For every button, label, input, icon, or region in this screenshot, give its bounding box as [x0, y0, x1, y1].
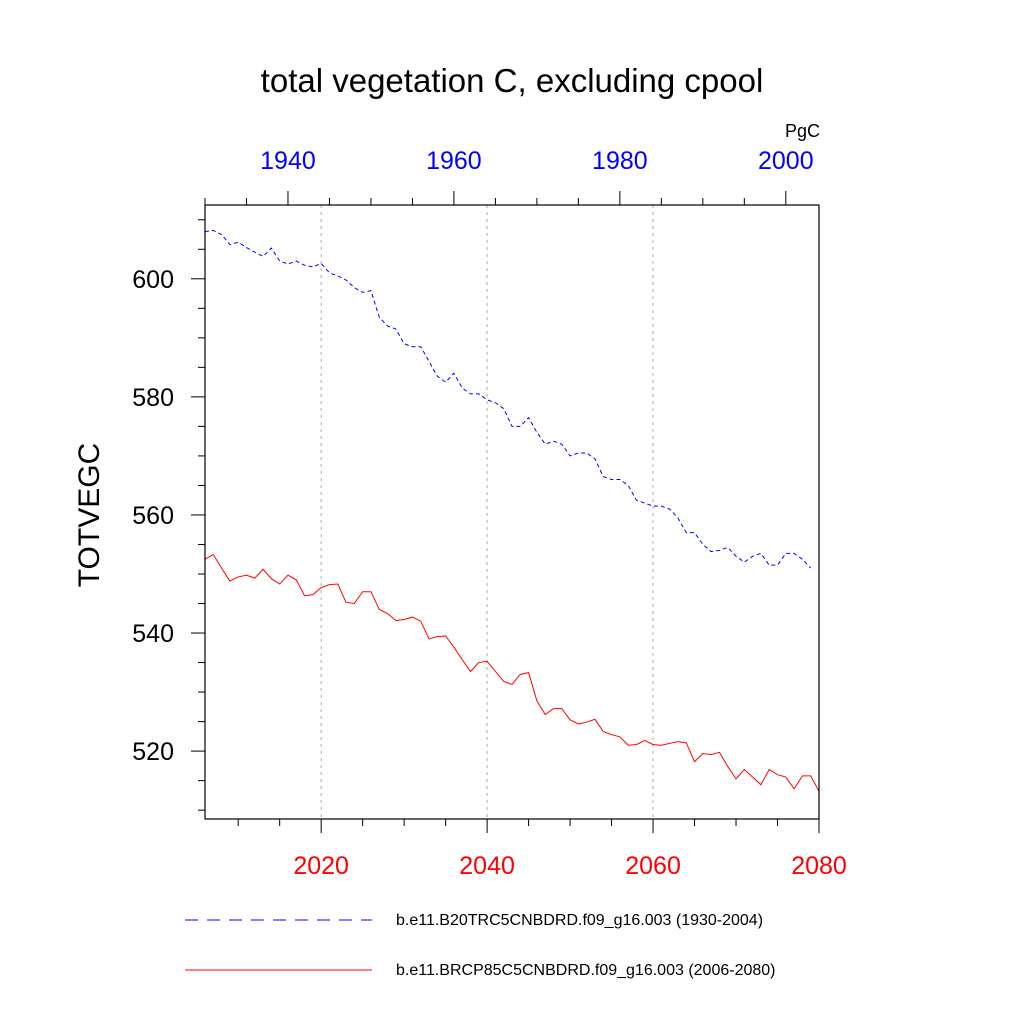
tick-labels: 2020 2040 2060 2080 1940 1960 1980 2000 520 540 56…: [132, 147, 847, 880]
units-label: PgC: [784, 121, 820, 141]
x-bottom-tick-label: 2060: [625, 852, 681, 880]
y-tick-label: 540: [132, 620, 174, 648]
x-top-tick-label: 1980: [592, 147, 648, 175]
chart-title: total vegetation C, excluding cpool: [260, 62, 764, 99]
y-axis-label: TOTVEGC: [73, 442, 106, 588]
tick-marks: [191, 191, 820, 833]
x-top-tick-label: 1960: [426, 147, 482, 175]
x-bottom-tick-label: 2080: [791, 852, 847, 880]
legend-label-series-2: b.e11.BRCP85C5CNBDRD.f09_g16.003 (2006-2…: [396, 962, 776, 979]
series-line-2: [204, 553, 820, 792]
y-tick-label: 520: [132, 738, 174, 766]
plot-frame: [204, 204, 820, 820]
grid-lines: [320, 205, 654, 819]
legend-label-series-1: b.e11.B20TRC5CNBDRD.f09_g16.003 (1930-20…: [396, 912, 764, 929]
x-bottom-tick-label: 2040: [459, 852, 515, 880]
x-bottom-tick-label: 2020: [293, 852, 349, 880]
series-line-1: [204, 229, 812, 569]
y-tick-label: 600: [132, 266, 174, 294]
x-top-tick-label: 2000: [758, 147, 814, 175]
x-top-tick-label: 1940: [260, 147, 316, 175]
y-tick-label: 560: [132, 502, 174, 530]
series-layer: [204, 229, 820, 792]
legend: [185, 919, 372, 971]
y-tick-label: 580: [132, 384, 174, 412]
